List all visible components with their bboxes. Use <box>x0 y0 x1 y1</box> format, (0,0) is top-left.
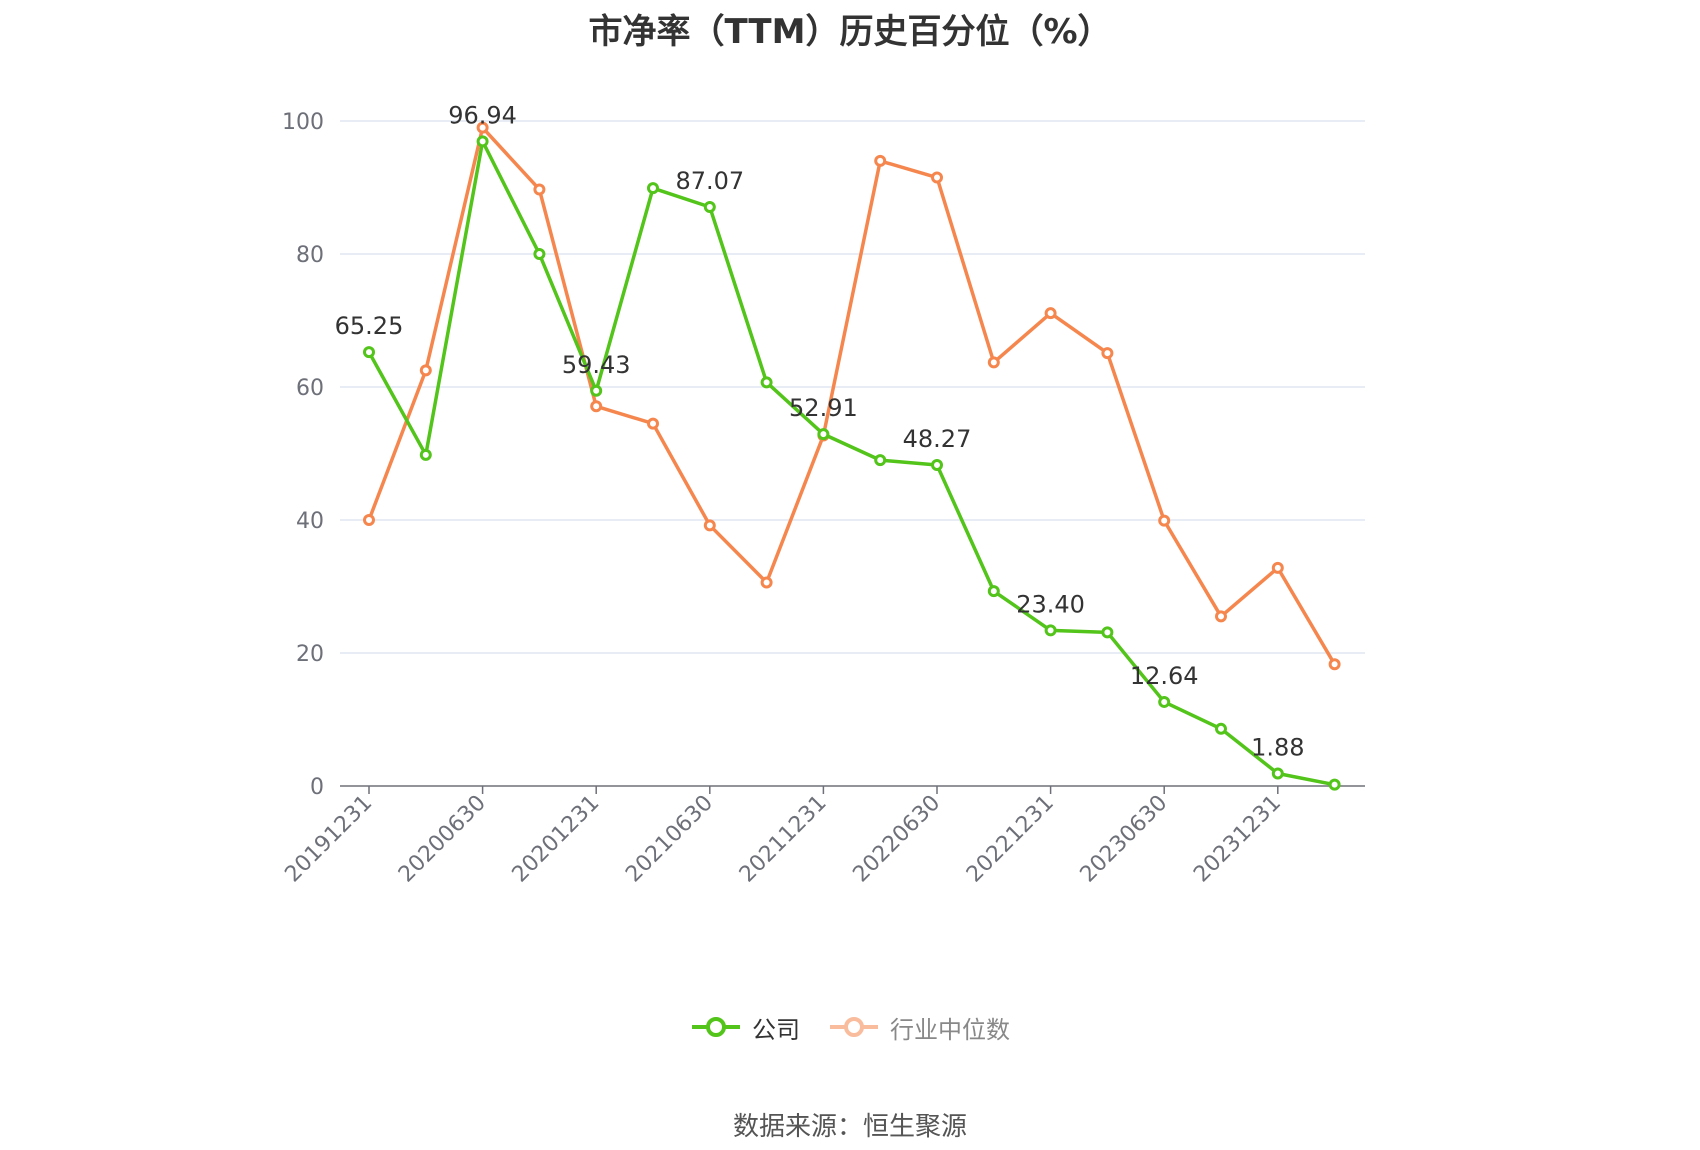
data-point-industry[interactable] <box>419 364 432 377</box>
data-point-company[interactable] <box>817 428 830 441</box>
x-tick-label: 20220630 <box>848 791 945 888</box>
legend-marker-industry-icon <box>830 1017 878 1037</box>
data-point-company[interactable] <box>363 346 375 359</box>
data-label: 23.40 <box>1016 590 1085 618</box>
data-label: 48.27 <box>903 425 972 453</box>
data-point-industry[interactable] <box>1101 347 1114 360</box>
x-tick-label: 20221231 <box>962 791 1059 888</box>
data-label: 65.25 <box>335 312 404 340</box>
data-point-company[interactable] <box>1271 767 1284 780</box>
y-tick-label: 20 <box>296 642 324 667</box>
legend-circle-company <box>706 1017 726 1037</box>
source-note: 数据来源：恒生聚源 <box>732 1112 967 1142</box>
data-point-industry[interactable] <box>1158 514 1171 527</box>
data-point-company[interactable] <box>1215 722 1227 735</box>
data-point-company[interactable] <box>647 182 659 195</box>
data-point-company[interactable] <box>419 448 432 461</box>
data-point-industry[interactable] <box>363 514 375 526</box>
y-tick-label: 60 <box>296 376 324 401</box>
data-point-industry[interactable] <box>760 576 773 589</box>
data-point-industry[interactable] <box>987 356 1000 369</box>
x-tick-label: 20230630 <box>1076 791 1173 888</box>
data-point-industry[interactable] <box>1271 561 1284 574</box>
y-tick-label: 100 <box>282 110 324 135</box>
x-tick-label: 20200630 <box>394 791 491 888</box>
data-point-industry[interactable] <box>1044 307 1057 320</box>
y-tick-label: 0 <box>310 775 324 800</box>
data-point-company[interactable] <box>1101 626 1114 639</box>
data-point-company[interactable] <box>874 454 887 467</box>
x-tick-label: 20210630 <box>621 791 718 888</box>
y-tick-label: 40 <box>296 509 324 534</box>
data-point-company[interactable] <box>1158 695 1171 708</box>
data-point-industry[interactable] <box>533 183 546 196</box>
data-label: 12.64 <box>1130 662 1199 690</box>
legend-label-industry: 行业中位数 <box>890 1015 1010 1044</box>
grid-lines <box>340 120 1365 654</box>
data-point-company[interactable] <box>590 384 603 397</box>
data-point-company[interactable] <box>931 459 943 472</box>
legend-marker-company-icon <box>692 1017 740 1037</box>
legend-item-industry[interactable]: 行业中位数 <box>828 1010 1010 1045</box>
series-line-industry <box>367 125 1337 666</box>
chart-title: 市净率（TTM）历史百分位（%） <box>588 12 1112 52</box>
data-label: 1.88 <box>1251 733 1304 761</box>
data-point-company[interactable] <box>1328 778 1341 791</box>
data-point-industry[interactable] <box>874 154 887 167</box>
data-label: 96.94 <box>448 101 517 129</box>
data-point-industry[interactable] <box>1215 610 1227 623</box>
data-label: 87.07 <box>675 167 744 195</box>
x-tick-label: 20211231 <box>735 791 832 888</box>
data-point-company[interactable] <box>760 376 773 389</box>
data-point-industry[interactable] <box>476 121 489 134</box>
x-tick-label: 20191231 <box>280 791 377 888</box>
series-lines <box>363 121 1341 791</box>
legend-item-company[interactable]: 公司 <box>690 1010 800 1045</box>
series-line-company <box>367 139 1335 787</box>
data-labels: 65.25 96.94 59.43 87.07 52.91 48.27 23.40 12.64… <box>335 101 1305 761</box>
data-label: 52.91 <box>789 394 858 422</box>
data-point-company[interactable] <box>987 585 1000 598</box>
x-tick-label: 20201231 <box>508 791 605 888</box>
data-point-industry[interactable] <box>703 519 716 532</box>
data-point-company[interactable] <box>1044 624 1057 637</box>
data-point-company[interactable] <box>533 248 546 260</box>
legend-circle-industry <box>844 1017 864 1037</box>
y-tick-label: 80 <box>296 243 324 268</box>
x-tick-label: 20231231 <box>1189 791 1286 888</box>
data-point-industry[interactable] <box>590 400 603 413</box>
data-point-industry[interactable] <box>1328 658 1341 671</box>
data-point-company[interactable] <box>476 135 489 148</box>
data-point-company[interactable] <box>703 200 716 213</box>
data-point-industry[interactable] <box>931 171 943 184</box>
legend-label-company: 公司 <box>752 1015 800 1044</box>
legend: 公司 行业中位数 <box>0 1007 1700 1047</box>
data-label: 59.43 <box>562 351 631 379</box>
data-point-industry[interactable] <box>647 417 659 430</box>
